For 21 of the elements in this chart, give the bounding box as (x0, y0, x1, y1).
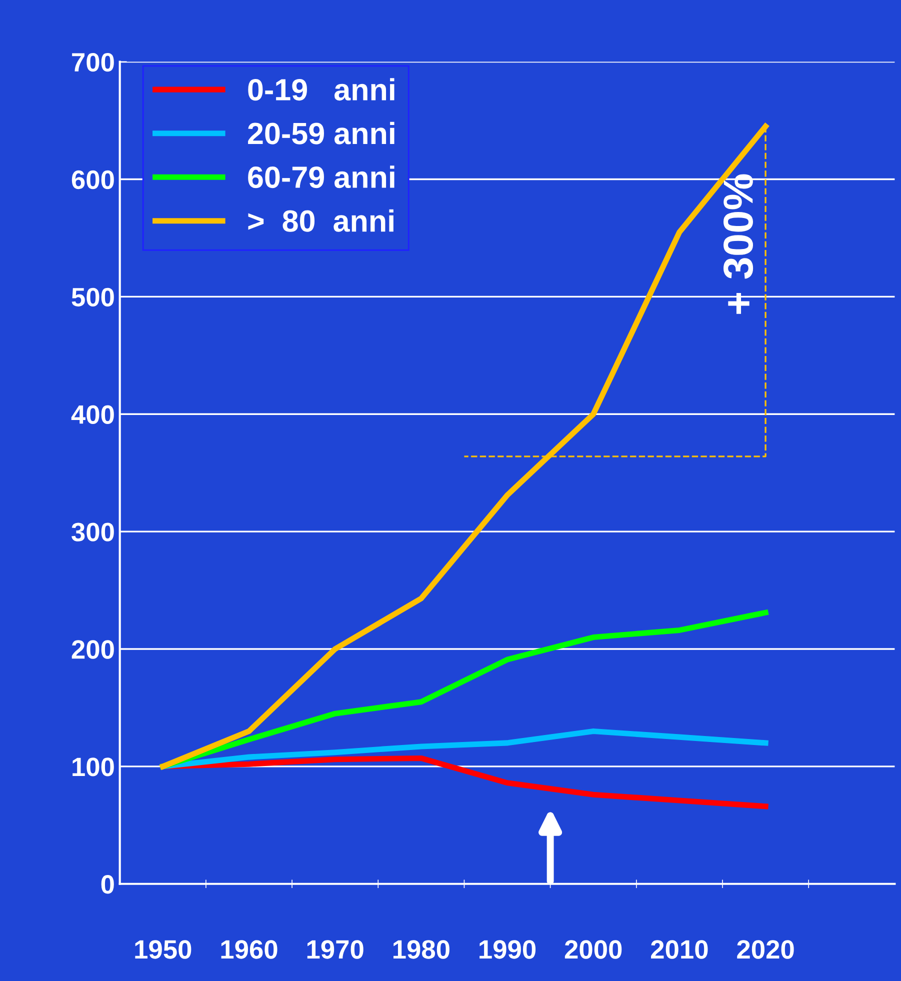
legend-label: 0-19 anni (248, 78, 394, 101)
legend-label: 60-79 anni (248, 166, 394, 188)
y-tick-label: 700 (72, 52, 114, 72)
y-tick-label: 600 (72, 170, 114, 190)
annotation: + 300% (724, 174, 754, 314)
x-tick-label: 2000 (564, 940, 622, 959)
x-tick-label: 1950 (135, 940, 192, 959)
x-tick-label: 2020 (737, 940, 794, 959)
legend-label: > 80 anni (248, 209, 394, 232)
x-tick-label: 1990 (480, 940, 536, 959)
x-tick-label: 1970 (307, 940, 364, 959)
x-tick-label: 2010 (651, 940, 708, 959)
x-tick-label: 1980 (393, 940, 450, 959)
y-tick-label: 100 (72, 758, 114, 776)
legend-label: 20-59 anni (248, 122, 394, 144)
y-tick-label: 0 (101, 875, 114, 894)
x-tick-label: 1960 (221, 940, 278, 959)
y-tick-label: 400 (71, 405, 114, 424)
y-tick-label: 500 (72, 288, 114, 307)
y-tick-label: 300 (72, 522, 114, 542)
y-tick-label: 200 (72, 640, 114, 659)
